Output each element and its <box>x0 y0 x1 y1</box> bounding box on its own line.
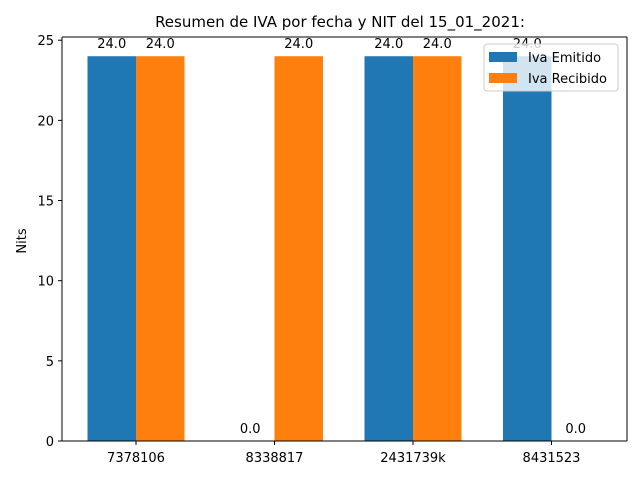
x-tick-label: 8431523 <box>523 451 581 466</box>
bar-iva-emitido-2431739k <box>364 56 413 441</box>
data-label: 0.0 <box>240 422 261 437</box>
chart-title: Resumen de IVA por fecha y NIT del 15_01… <box>155 13 525 32</box>
y-tick-label: 15 <box>37 195 54 210</box>
data-label: 24.0 <box>146 37 175 52</box>
bar-iva-recibido-2431739k <box>413 56 462 441</box>
data-label: 0.0 <box>565 422 586 437</box>
x-tick-label: 7378106 <box>107 451 165 466</box>
legend: Iva Emitido Iva Recibido <box>483 43 619 92</box>
legend-swatch <box>489 52 517 62</box>
y-tick-label: 10 <box>37 275 54 290</box>
data-label: 24.0 <box>423 37 452 52</box>
legend-label: Iva Emitido <box>528 51 601 66</box>
legend-swatch <box>489 73 517 83</box>
x-tick-label: 2431739k <box>380 451 446 466</box>
bar-iva-recibido-7378106 <box>136 56 185 441</box>
axes-layer: 0 5 10 15 20 25 7378106 8338817 2431739k 8431523 <box>37 34 628 466</box>
data-label: 24.0 <box>97 37 126 52</box>
legend-frame <box>483 43 619 92</box>
y-axis-label: Nits <box>15 228 30 253</box>
y-tick-label: 5 <box>46 355 54 370</box>
data-label: 24.0 <box>374 37 403 52</box>
y-tick-label: 25 <box>37 34 54 49</box>
y-tick-label: 0 <box>46 435 54 450</box>
x-tick-label: 8338817 <box>246 451 304 466</box>
bar-iva-emitido-7378106 <box>87 56 136 441</box>
bar-iva-emitido-8431523 <box>503 56 552 441</box>
bar-iva-recibido-8338817 <box>274 56 323 441</box>
legend-label: Iva Recibido <box>528 72 607 87</box>
bars-layer <box>87 56 552 441</box>
data-label: 24.0 <box>284 37 313 52</box>
y-tick-label: 20 <box>37 114 54 129</box>
